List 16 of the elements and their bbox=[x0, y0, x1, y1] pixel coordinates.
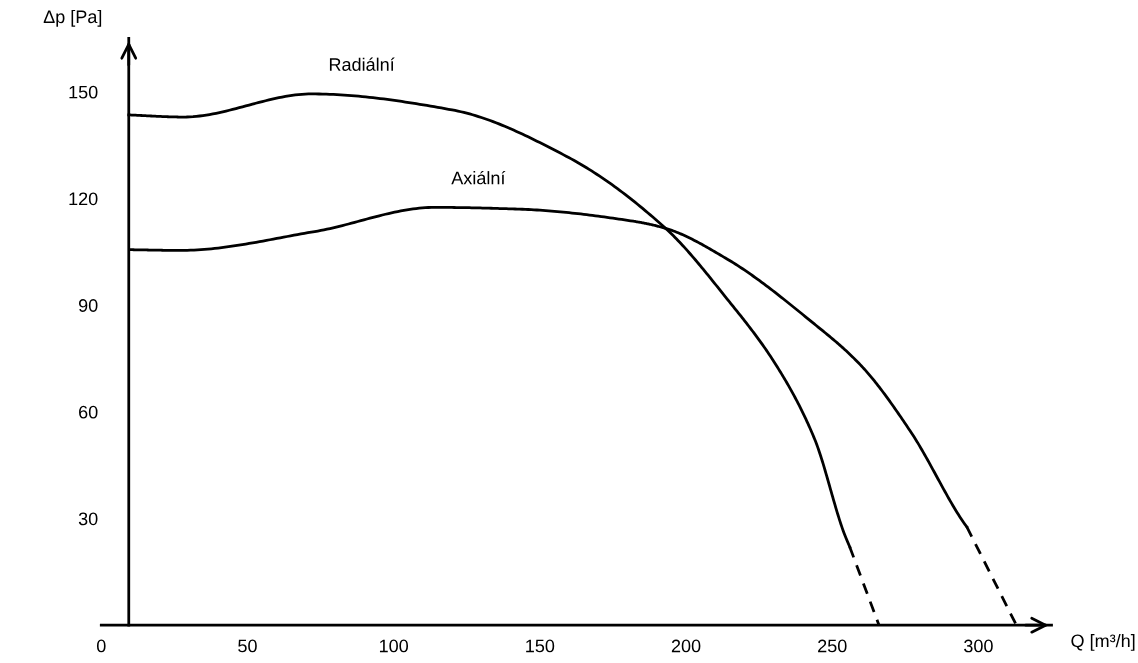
x-axis-title: Q [m³/h] bbox=[1071, 634, 1135, 651]
x-tick-label: 100 bbox=[379, 639, 409, 653]
x-tick-label: 0 bbox=[96, 639, 106, 653]
y-tick-label: 150 bbox=[69, 85, 98, 99]
series-label: Radiální bbox=[329, 57, 395, 71]
x-tick-label: 250 bbox=[818, 639, 847, 653]
x-tick-label: 150 bbox=[526, 639, 555, 653]
x-tick-label: 300 bbox=[964, 639, 993, 653]
y-tick-label: 30 bbox=[78, 512, 98, 526]
y-tick-label: 60 bbox=[79, 405, 98, 419]
y-tick-label: 90 bbox=[78, 299, 98, 312]
series-label: Axiální bbox=[451, 170, 506, 185]
x-tick-label: 200 bbox=[671, 639, 701, 653]
x-tick-label: 50 bbox=[238, 639, 257, 653]
y-tick-label: 120 bbox=[69, 192, 98, 206]
y-axis-title: Δp [Pa] bbox=[43, 9, 102, 27]
